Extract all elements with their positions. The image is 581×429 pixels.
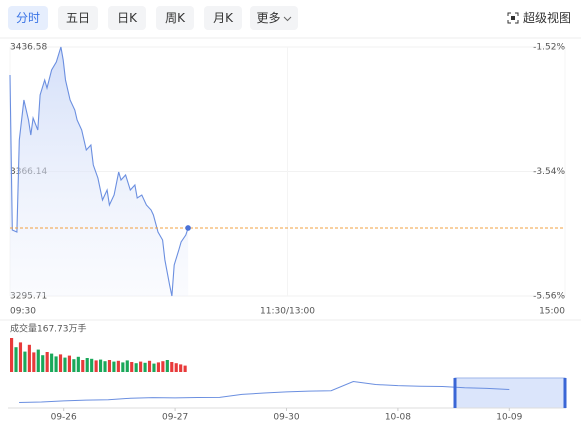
volume-bar (125, 360, 129, 372)
navigator-line (19, 380, 510, 403)
volume-bar (116, 360, 120, 372)
volume-bar (14, 347, 18, 372)
volume-bar (99, 359, 103, 372)
volume-bar (134, 363, 138, 372)
tab-more[interactable]: 更多 (250, 6, 298, 30)
volume-bar (23, 351, 27, 372)
navigator-window (454, 377, 566, 409)
volume-bar (174, 363, 178, 372)
volume-title: 成交量167.73万手 (10, 323, 87, 335)
volume-bar (143, 362, 147, 372)
x-tick-label: 15:00 (539, 307, 565, 317)
volume-bar (36, 349, 40, 372)
volume-bar (107, 360, 112, 372)
volume-bar (179, 364, 183, 372)
y2-tick-label: -3.54% (533, 167, 565, 177)
volume-bar (147, 360, 152, 372)
y2-tick-label: -5.56% (533, 292, 565, 302)
date-label: 10-08 (385, 413, 411, 423)
volume-bar (27, 344, 31, 372)
volume-bar (94, 360, 98, 372)
y-tick-label: 3436.58 (10, 43, 47, 53)
volume-bar (41, 355, 45, 372)
volume-bar (103, 361, 107, 372)
y2-tick-label: -1.52% (533, 43, 565, 53)
volume-bar (130, 362, 134, 372)
date-label: 09-30 (273, 413, 299, 423)
volume-bar (165, 360, 169, 372)
navigator-handle[interactable] (453, 378, 457, 408)
volume-bar (90, 358, 94, 372)
volume-bar (76, 356, 80, 372)
super-view-label: 超级视图 (522, 11, 571, 25)
volume-bar (18, 342, 23, 372)
volume-bar (81, 360, 85, 372)
volume-bar (139, 361, 143, 372)
tab-label: 更多 (256, 11, 281, 25)
date-label: 10-09 (496, 413, 522, 423)
volume-bar (112, 361, 116, 372)
volume-bar (63, 357, 67, 372)
volume-bar (10, 338, 14, 372)
super-view[interactable]: 超级视图 (507, 9, 571, 26)
tab[interactable]: 日K (108, 6, 146, 30)
volume-bar (58, 354, 63, 372)
current-point (185, 225, 191, 231)
y-tick-label: 3295.71 (10, 292, 47, 302)
volume-bar (50, 353, 54, 372)
volume-bar (54, 356, 58, 372)
volume-bar (67, 355, 71, 372)
x-tick-label: 11:30/13:00 (260, 307, 315, 317)
icon (507, 12, 519, 23)
navigator-handle[interactable] (563, 378, 567, 408)
volume-bar (32, 352, 36, 372)
tab[interactable]: 周K (156, 6, 194, 30)
volume-bar (156, 362, 160, 372)
volume-bar (45, 352, 49, 372)
date-label: 09-26 (51, 413, 77, 423)
volume-bar (72, 359, 76, 372)
volume-bar (121, 362, 125, 372)
volume-bar (152, 363, 156, 372)
volume-bar (161, 361, 165, 372)
tab[interactable]: 月K (204, 6, 242, 30)
volume-bar (85, 358, 89, 372)
area (10, 47, 189, 296)
tab[interactable]: 五日 (58, 6, 98, 30)
x-tick-label: 09:30 (10, 307, 36, 317)
date-label: 09-27 (162, 413, 188, 423)
chevron (283, 16, 291, 22)
price-line (9, 46, 189, 297)
volume-bar (183, 365, 187, 372)
volume-bar (170, 362, 174, 372)
tab[interactable]: 分时 (8, 6, 48, 30)
